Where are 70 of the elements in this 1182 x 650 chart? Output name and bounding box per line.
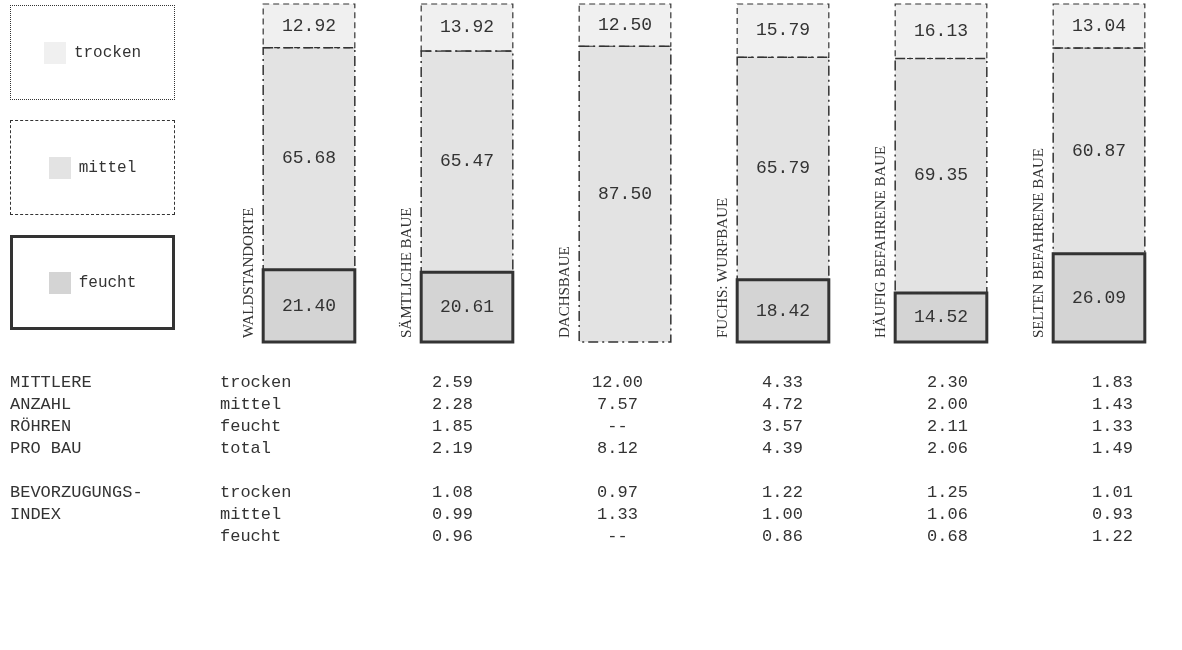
text: -- <box>606 526 629 548</box>
text: feucht <box>220 526 283 548</box>
text: 1.49 <box>1091 438 1134 460</box>
text: 8.12 <box>596 438 639 460</box>
data-label: 13.92 <box>439 17 495 38</box>
text: 1.33 <box>596 504 639 526</box>
text: 1.22 <box>761 482 804 504</box>
text: 0.96 <box>431 526 474 548</box>
text: 4.72 <box>761 394 804 416</box>
data-label: 18.42 <box>755 300 811 321</box>
legend-label: mittel <box>78 158 137 177</box>
text: 1.22 <box>1091 526 1134 548</box>
data-label: 20.61 <box>439 296 495 317</box>
data-label: 12.50 <box>597 14 653 35</box>
text: 0.68 <box>926 526 969 548</box>
text: 1.01 <box>1091 482 1134 504</box>
data-label: 69.35 <box>913 165 969 186</box>
data-label: 12.92 <box>281 15 337 36</box>
data-label: 26.09 <box>1071 287 1127 308</box>
text: trocken <box>220 372 293 394</box>
text: 1.08 <box>431 482 474 504</box>
text: trocken <box>220 482 293 504</box>
text: MITTLERE ANZAHL RÖHREN PRO BAU <box>9 372 93 460</box>
data-label: 65.47 <box>439 151 495 172</box>
data-label: 13.04 <box>1071 15 1127 36</box>
text: 1.85 <box>431 416 474 438</box>
text: total <box>220 438 272 460</box>
data-label: 87.50 <box>597 183 653 204</box>
data-label: 21.40 <box>281 295 337 316</box>
text: 2.11 <box>926 416 969 438</box>
x-tick-label: HÄUFIG BEFAHRENE BAUE <box>872 145 889 338</box>
text: 0.86 <box>761 526 804 548</box>
text: 2.59 <box>431 372 474 394</box>
text: 1.00 <box>761 504 804 526</box>
text: 0.93 <box>1091 504 1134 526</box>
text: 1.83 <box>1091 372 1134 394</box>
text: 2.30 <box>926 372 969 394</box>
text: BEVORZUGUNGS- INDEX <box>9 482 144 526</box>
text: 0.97 <box>596 482 639 504</box>
text: 1.33 <box>1091 416 1134 438</box>
text: mittel <box>220 504 283 526</box>
text: feucht <box>220 416 283 438</box>
data-label: 16.13 <box>913 21 969 42</box>
text: 1.43 <box>1091 394 1134 416</box>
text: 3.57 <box>761 416 804 438</box>
x-tick-label: DACHSBAUE <box>556 246 573 338</box>
text: 12.00 <box>591 372 644 394</box>
text: 2.00 <box>926 394 969 416</box>
text: -- <box>606 416 629 438</box>
text: 1.25 <box>926 482 969 504</box>
text: mittel <box>220 394 283 416</box>
text: 1.06 <box>926 504 969 526</box>
x-tick-label: SÄMTLICHE BAUE <box>398 207 415 338</box>
data-label: 65.79 <box>755 158 811 179</box>
legend-label: feucht <box>78 273 137 292</box>
data-label: 65.68 <box>281 148 337 169</box>
x-tick-label: FUCHS: WURFBAUE <box>714 197 731 338</box>
data-label: 60.87 <box>1071 140 1127 161</box>
text: 4.39 <box>761 438 804 460</box>
x-tick-label: SELTEN BEFAHRENE BAUE <box>1030 147 1047 338</box>
text: 2.28 <box>431 394 474 416</box>
data-label: 14.52 <box>913 307 969 328</box>
data-label: 15.79 <box>755 20 811 41</box>
legend-label: trocken <box>73 43 142 62</box>
text: 0.99 <box>431 504 474 526</box>
text: 2.06 <box>926 438 969 460</box>
text: 4.33 <box>761 372 804 394</box>
x-tick-label: WALDSTANDORTE <box>240 207 257 338</box>
text: 2.19 <box>431 438 474 460</box>
text: 7.57 <box>596 394 639 416</box>
